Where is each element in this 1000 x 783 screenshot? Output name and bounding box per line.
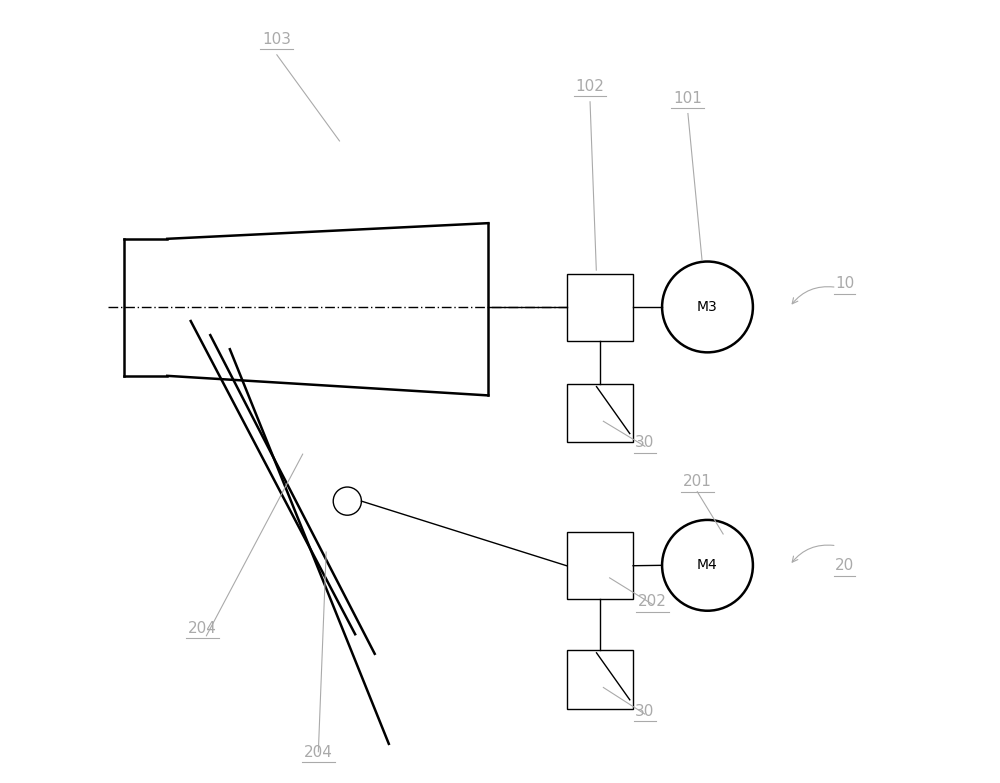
Bar	[567, 274, 633, 341]
Text: 103: 103	[262, 32, 291, 47]
Text: 30: 30	[635, 704, 655, 719]
Text: 201: 201	[683, 474, 712, 489]
Text: M4: M4	[697, 558, 718, 572]
Text: 20: 20	[835, 558, 854, 573]
Text: 10: 10	[835, 276, 854, 291]
Bar	[567, 532, 633, 599]
Text: 202: 202	[638, 594, 667, 609]
Text: 204: 204	[304, 745, 333, 760]
Bar	[567, 650, 633, 709]
Text: 102: 102	[576, 79, 604, 94]
Text: 101: 101	[673, 91, 702, 106]
Text: 30: 30	[635, 435, 655, 450]
Bar	[567, 384, 633, 442]
Text: M3: M3	[697, 300, 718, 314]
Text: 204: 204	[188, 621, 217, 636]
